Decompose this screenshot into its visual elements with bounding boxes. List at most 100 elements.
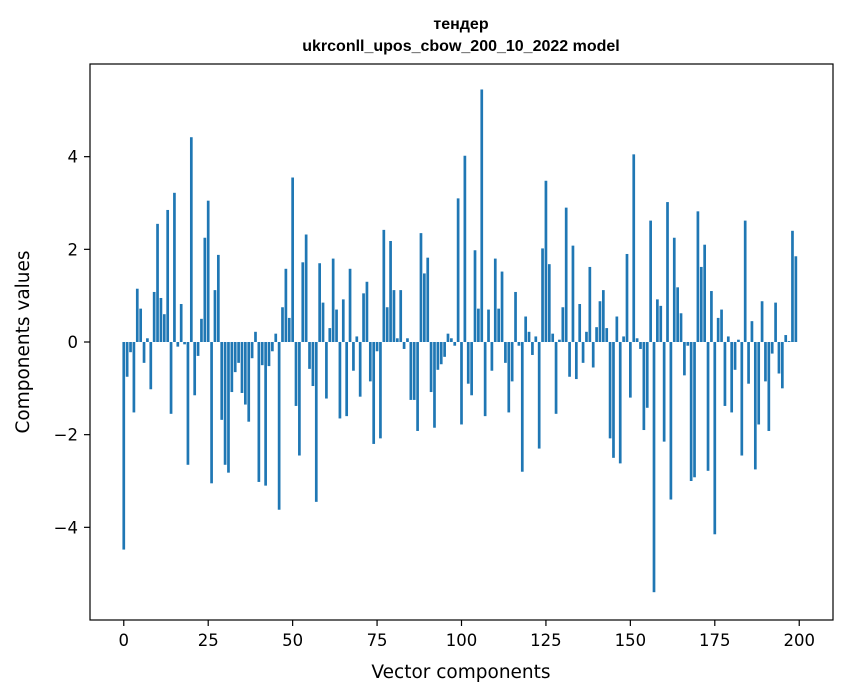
bar-88	[419, 233, 423, 342]
bar-115	[510, 342, 514, 382]
bar-91	[429, 342, 433, 393]
bar-59	[321, 302, 325, 342]
bar-84	[406, 338, 409, 342]
bar-42	[264, 342, 267, 486]
bar-118	[520, 342, 524, 472]
bar-172	[703, 244, 707, 342]
bar-140	[595, 327, 598, 342]
bar-17	[179, 304, 183, 342]
bar-180	[730, 342, 734, 413]
bar-185	[747, 342, 750, 384]
bar-142	[601, 290, 605, 342]
bar-35	[240, 342, 244, 393]
bar-101	[463, 155, 467, 342]
bar-174	[710, 291, 713, 342]
bar-92	[433, 342, 436, 428]
bar-156	[649, 220, 652, 342]
bar-198	[791, 230, 794, 342]
bar-9	[152, 291, 156, 342]
bar-13	[166, 209, 170, 342]
bar-5	[139, 308, 143, 342]
bar-38	[250, 342, 254, 359]
bar-147	[618, 342, 622, 464]
bar-169	[693, 342, 696, 478]
bar-152	[635, 338, 639, 342]
bar-117	[517, 342, 521, 346]
bar-49	[287, 317, 291, 342]
bar-121	[531, 342, 534, 355]
bar-34	[237, 342, 240, 363]
bar-68	[352, 342, 355, 371]
x-tick-label: 75	[367, 631, 388, 650]
y-axis-ticks: −4 −2 0 2 4	[54, 148, 90, 537]
bar-158	[656, 299, 659, 342]
bar-71	[362, 293, 365, 342]
bar-187	[753, 342, 757, 470]
bar-3	[132, 342, 136, 413]
bar-134	[574, 342, 578, 380]
bar-14	[169, 342, 173, 414]
bar-22	[196, 342, 200, 356]
bar-41	[260, 342, 264, 366]
x-axis-ticks: 0 25 50 75 100 125 150 175 200	[119, 620, 815, 650]
bar-60	[325, 342, 328, 399]
bar-18	[183, 342, 186, 345]
x-tick-label: 100	[446, 631, 478, 650]
bar-79	[389, 240, 392, 342]
bar-53	[301, 262, 305, 342]
bar-27	[213, 290, 217, 342]
bar-39	[254, 331, 257, 342]
bar-6	[142, 342, 146, 363]
chart-subtitle: ukrconll_upos_cbow_200_10_2022 model	[302, 38, 619, 55]
bar-36	[244, 342, 247, 405]
bar-45	[274, 333, 278, 342]
bar-193	[774, 302, 777, 342]
bar-165	[679, 313, 683, 342]
bar-55	[308, 342, 311, 369]
bar-57	[314, 342, 318, 502]
bar-83	[402, 342, 406, 349]
bar-100	[460, 342, 463, 425]
bar-167	[686, 342, 690, 346]
bar-120	[527, 331, 531, 342]
bar-178	[723, 342, 727, 406]
x-tick-label: 125	[530, 631, 562, 650]
bar-124	[541, 248, 544, 342]
bar-50	[291, 177, 294, 342]
x-tick-label: 175	[699, 631, 731, 650]
bar-98	[453, 342, 457, 346]
bar-72	[365, 281, 369, 342]
bar-8	[149, 342, 153, 390]
bar-31	[227, 342, 230, 473]
bar-195	[780, 342, 784, 389]
bar-168	[689, 342, 693, 481]
x-tick-label: 50	[282, 631, 303, 650]
bar-114	[507, 342, 511, 413]
bar-179	[726, 336, 730, 342]
chart-title: тендер	[433, 16, 488, 33]
bar-164	[676, 287, 679, 342]
bar-170	[696, 211, 700, 342]
bar-65	[341, 299, 345, 342]
bar-108	[487, 309, 490, 342]
bar-32	[230, 342, 234, 393]
bar-161	[666, 202, 669, 342]
bar-125	[544, 180, 548, 342]
bar-102	[466, 342, 470, 384]
bar-129	[558, 339, 561, 342]
bar-163	[672, 237, 676, 342]
bar-190	[764, 342, 767, 382]
bar-188	[757, 342, 761, 425]
bar-186	[750, 321, 754, 342]
bar-131	[564, 207, 568, 342]
bar-145	[612, 342, 615, 458]
bar-58	[318, 263, 321, 342]
bar-95	[443, 342, 446, 357]
bar-99	[456, 198, 460, 342]
bar-73	[368, 342, 372, 382]
bar-119	[524, 316, 528, 342]
bar-66	[345, 342, 349, 417]
bar-103	[470, 342, 473, 396]
bar-15	[173, 192, 176, 342]
bar-28	[216, 254, 220, 342]
